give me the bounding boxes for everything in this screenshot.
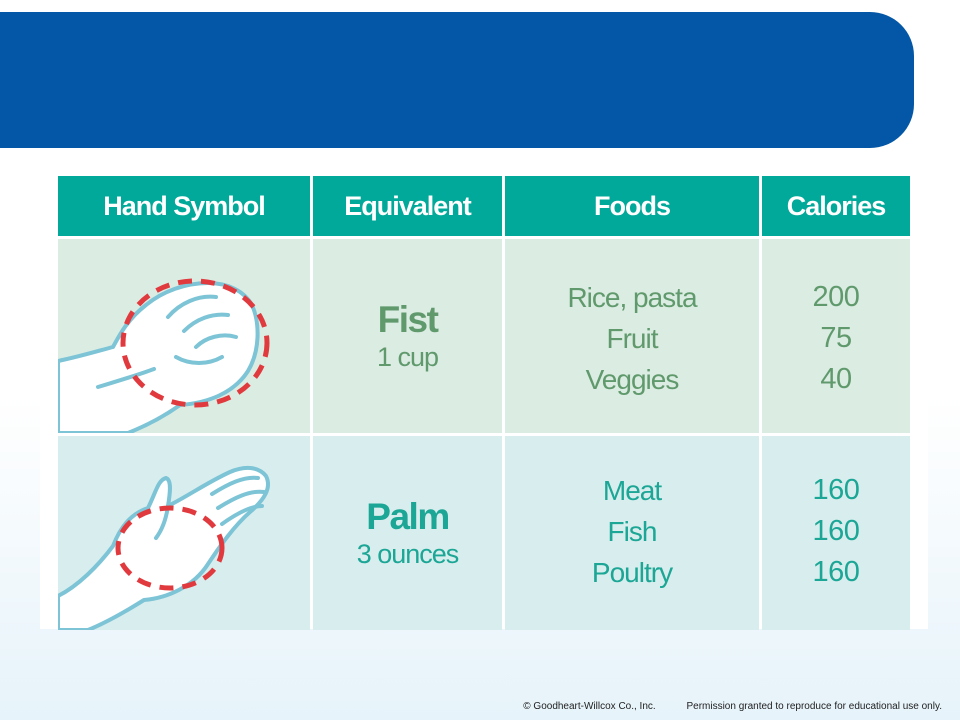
equivalent-amount: 3 ounces <box>356 539 460 569</box>
food-item: Meat <box>602 475 662 506</box>
permission-text: Permission granted to reproduce for educ… <box>686 701 942 712</box>
calories-cell-palm: 160 160 160 <box>762 436 910 630</box>
food-item: Veggies <box>585 364 680 395</box>
calorie-value: 160 <box>812 556 860 588</box>
header-foods: Foods <box>505 176 759 236</box>
foods-cell-palm: Meat Fish Poultry <box>505 436 759 630</box>
foods-cell-fist: Rice, pasta Fruit Veggies <box>505 239 759 433</box>
equivalent-name: Fist <box>377 299 439 340</box>
equivalent-cell-fist: Fist 1 cup <box>313 239 502 433</box>
calorie-value: 200 <box>812 281 860 313</box>
copyright-text: © Goodheart-Willcox Co., Inc. <box>523 701 656 712</box>
calorie-value: 160 <box>812 515 860 547</box>
calorie-value: 75 <box>820 322 852 354</box>
hand-symbol-cell-fist <box>58 239 310 433</box>
hand-symbol-cell-palm <box>58 436 310 630</box>
equivalent-amount: 1 cup <box>376 342 439 372</box>
footer: © Goodheart-Willcox Co., Inc. Permission… <box>0 701 942 712</box>
equivalent-cell-palm: Palm 3 ounces <box>313 436 502 630</box>
header-hand-symbol: Hand Symbol <box>58 176 310 236</box>
food-item: Fruit <box>606 323 659 354</box>
portion-table: Hand Symbol Equivalent Foods Calories <box>58 176 910 630</box>
calories-cell-fist: 200 75 40 <box>762 239 910 433</box>
equivalent-name: Palm <box>366 496 450 537</box>
calorie-value: 160 <box>812 474 860 506</box>
palm-hand-icon <box>58 465 270 630</box>
header-equivalent: Equivalent <box>313 176 502 236</box>
food-item: Rice, pasta <box>567 282 697 313</box>
title-banner <box>0 12 914 148</box>
header-calories: Calories <box>762 176 910 236</box>
food-item: Fish <box>607 516 658 547</box>
calorie-value: 40 <box>820 363 852 395</box>
portion-table-panel: Hand Symbol Equivalent Foods Calories <box>40 168 928 630</box>
fist-hand-icon <box>58 278 270 433</box>
food-item: Poultry <box>591 557 673 588</box>
